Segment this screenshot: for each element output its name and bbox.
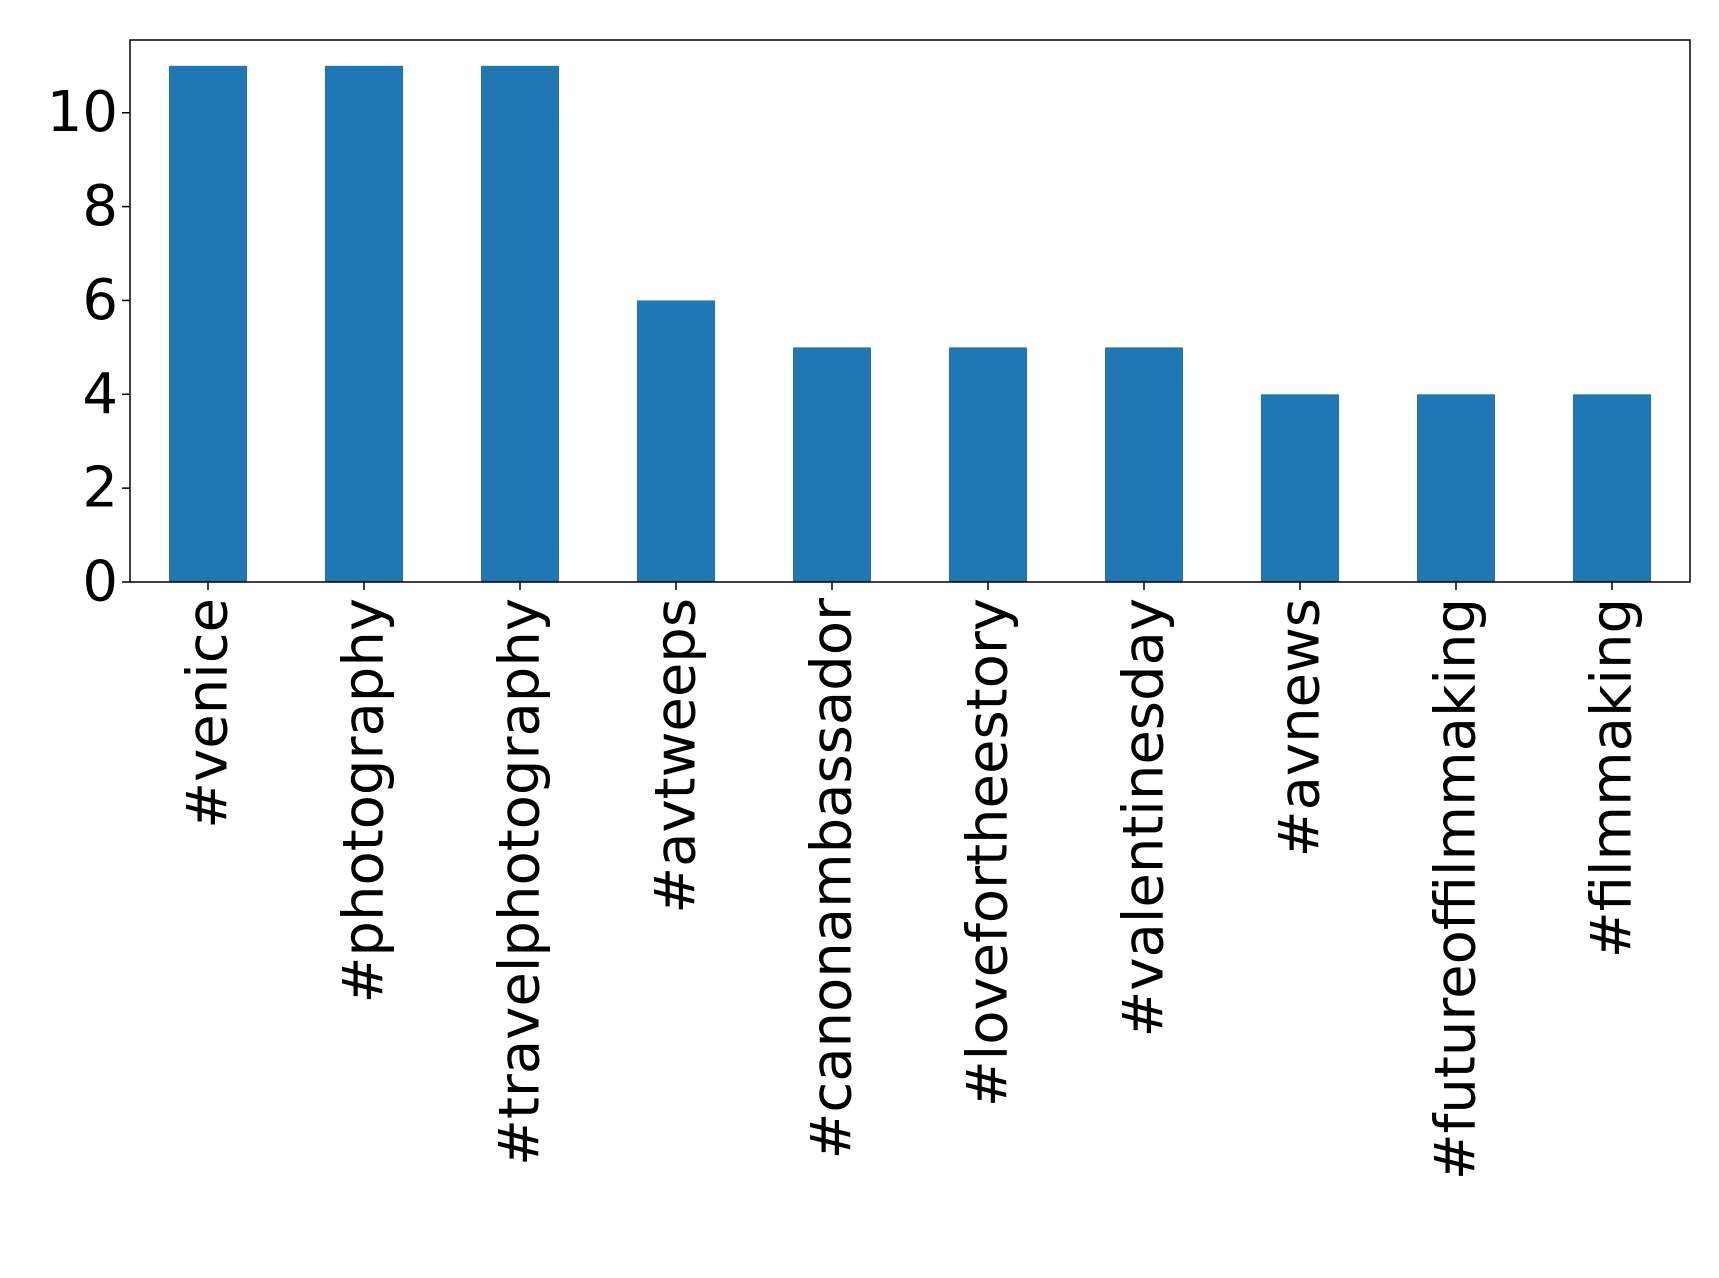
bar-canonambassador	[793, 347, 871, 582]
plot-frame	[129, 39, 1691, 583]
y-tick-label: 6	[82, 268, 118, 333]
bar-venice	[169, 65, 247, 583]
x-tick-label: #valentinesday	[1112, 598, 1177, 1038]
bar-avtweeps	[637, 300, 715, 582]
x-tick-label: #avnews	[1268, 598, 1333, 857]
x-tick-label: #venice	[176, 598, 241, 829]
y-tick-label: 4	[82, 362, 118, 427]
bar-photography	[325, 65, 403, 583]
x-tick-label: #lovefortheestory	[956, 598, 1021, 1107]
bar-travelphotography	[481, 65, 559, 583]
x-tick-label: #travelphotography	[488, 598, 553, 1166]
x-tick-label: #canonambassador	[800, 597, 865, 1159]
x-tick-label: #avtweeps	[644, 598, 709, 914]
x-axis: #venice #photography #travelphotography #av…	[176, 582, 1645, 1180]
y-axis: 0 2 4 6 8 10	[47, 80, 130, 615]
y-tick-label: 2	[82, 456, 118, 521]
bar-valentinesday	[1105, 347, 1183, 582]
bar-futureoffilmmaking	[1417, 394, 1495, 582]
bar-avnews	[1261, 394, 1339, 582]
y-tick-label: 0	[82, 550, 118, 615]
y-tick-label: 8	[82, 174, 118, 239]
y-tick-label: 10	[47, 80, 118, 145]
bar-filmmaking	[1573, 394, 1651, 582]
bar-lovefortheestory	[949, 347, 1027, 582]
bars-group	[169, 65, 1651, 583]
x-tick-label: #filmmaking	[1580, 598, 1645, 958]
x-tick-label: #photography	[332, 598, 397, 1004]
x-tick-label: #futureoffilmmaking	[1424, 598, 1489, 1180]
